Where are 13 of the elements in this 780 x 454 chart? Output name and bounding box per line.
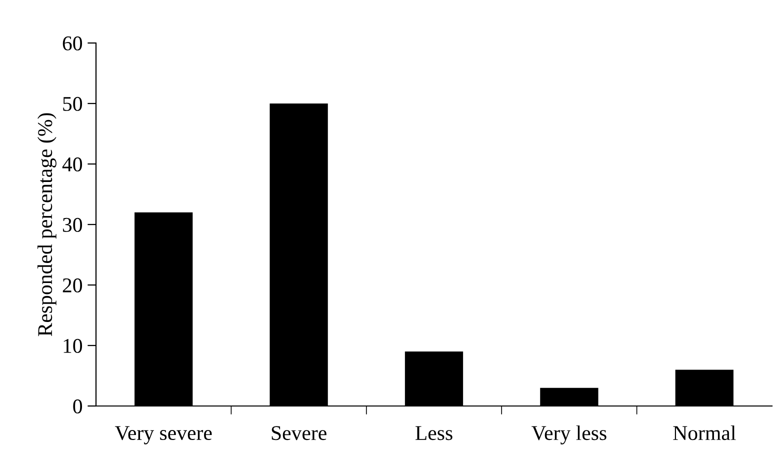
y-tick-label: 30 — [62, 218, 82, 232]
y-tick-label: 60 — [62, 36, 82, 50]
y-tick-label: 0 — [73, 399, 82, 414]
x-tick-label: Very less — [532, 425, 606, 444]
x-tick-label: Very severe — [114, 426, 212, 444]
y-tick-label: 20 — [62, 278, 82, 292]
y-axis-title: Responded percentage (%) — [37, 113, 56, 336]
y-tick-label: 50 — [63, 96, 82, 111]
x-tick-label: Severe — [272, 426, 326, 440]
y-tick-label: 40 — [62, 157, 82, 172]
x-tick-label: Less — [416, 426, 452, 440]
x-tick-label: Normal — [673, 425, 736, 440]
y-tick-label: 10 — [64, 338, 82, 353]
